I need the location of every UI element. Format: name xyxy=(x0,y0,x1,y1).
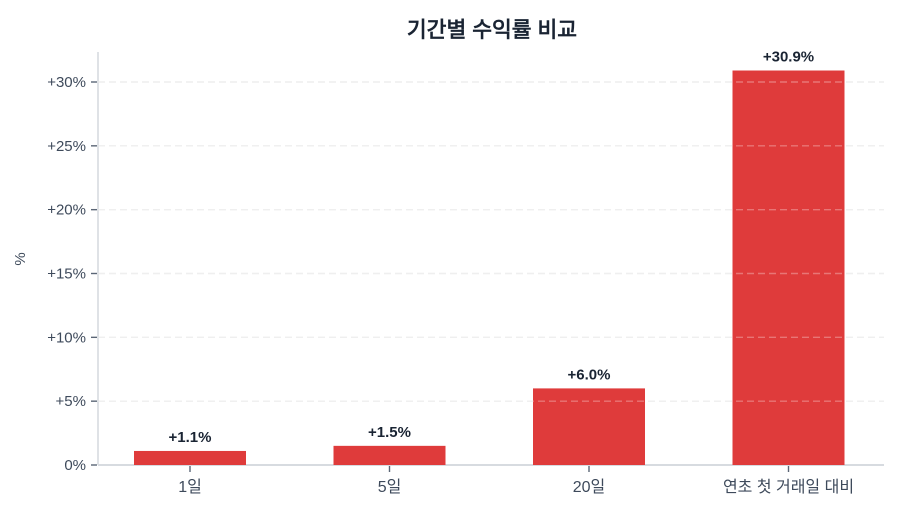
bar xyxy=(732,70,845,465)
bars-layer xyxy=(134,70,845,465)
x-tick-label: 연초 첫 거래일 대비 xyxy=(723,478,854,496)
y-tick-label: +30% xyxy=(47,74,86,91)
x-tick-label: 20일 xyxy=(573,478,606,496)
bar-value-label: +30.9% xyxy=(763,49,814,66)
tick-labels-layer: 0% +5% +10% +15% +20% +25% +30% 1일 5일 20일 연초 첫 거래일… xyxy=(47,74,854,496)
y-tick-label: +25% xyxy=(47,138,86,155)
y-tick-label: +15% xyxy=(47,266,86,283)
bar xyxy=(134,450,246,465)
bar-value-label: +1.5% xyxy=(368,424,411,441)
y-tick-label: +10% xyxy=(47,329,86,346)
y-axis-title: % xyxy=(12,252,29,265)
bar xyxy=(333,445,446,465)
y-tick-label: +20% xyxy=(47,202,86,219)
chart-title: 기간별 수익률 비교 xyxy=(407,18,577,42)
bar-value-label: +1.1% xyxy=(169,429,212,446)
x-tick-label: 5일 xyxy=(378,478,402,496)
value-labels-layer: +1.1% +1.5% +6.0% +30.9% xyxy=(169,49,815,446)
y-tick-label: 0% xyxy=(64,457,86,474)
bar xyxy=(533,388,645,465)
gridlines-overlay-layer xyxy=(98,81,884,402)
x-tick-label: 1일 xyxy=(178,478,202,496)
y-tick-label: +5% xyxy=(56,393,86,410)
bar-value-label: +6.0% xyxy=(568,366,611,383)
